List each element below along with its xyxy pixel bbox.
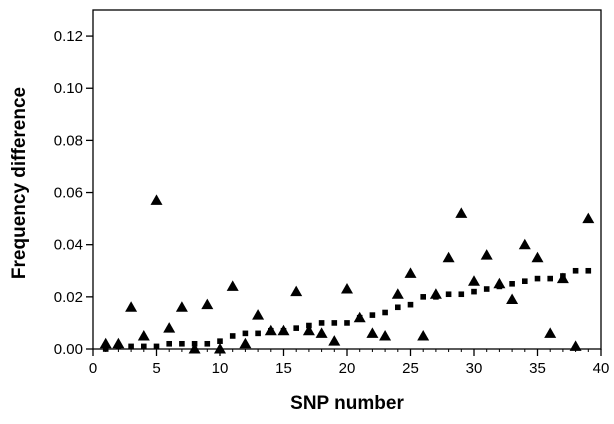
data-point-triangle [112,337,125,349]
data-point-triangle [99,337,112,349]
trend-point [229,333,236,339]
data-point-triangle [417,329,430,341]
data-point-triangle [518,238,531,250]
data-point-triangle [264,324,277,336]
data-point-triangle [582,212,595,224]
trend-point [331,320,338,326]
y-tick-label: 0.04 [54,237,83,254]
y-tick-label: 0.06 [54,185,83,202]
data-point-triangle [315,327,328,338]
data-point-triangle [150,194,163,205]
trend-point [141,343,147,350]
trend-point [547,275,553,282]
y-axis-title: Frequency difference [9,87,30,279]
x-tick-label: 30 [466,360,483,377]
data-point-triangle [125,301,138,312]
trend-point [242,330,249,337]
data-point-triangle [493,277,506,289]
data-point-triangle [391,288,404,299]
data-point-triangle [353,311,366,323]
y-tick-label: 0.00 [54,341,83,358]
data-point-triangle [226,280,239,291]
trend-point [420,294,426,300]
data-point-triangle [379,329,392,341]
y-tick-label: 0.02 [54,289,83,306]
data-point-triangle [468,275,480,286]
data-point-triangle [556,272,569,284]
data-point-triangle [544,327,557,338]
data-point-triangle [175,301,188,312]
trend-point [534,275,541,282]
y-tick-label: 0.12 [54,28,83,45]
trend-point [483,286,490,292]
y-axis: 0.00 0.02 0.04 0.06 0.08 0.10 0.12 [54,28,93,358]
x-tick-label: 25 [402,360,419,377]
data-point-triangle [569,340,582,351]
data-point-triangle [455,207,468,218]
trend-point [318,320,325,326]
data-point-triangle [404,267,417,278]
trend-point [179,340,185,347]
trend-point [445,291,452,298]
data-point-triangle [506,293,519,304]
data-point-triangle [442,251,455,263]
trend-point [344,320,350,326]
plot-frame [92,9,602,350]
x-tick-label: 5 [152,360,160,377]
data-point-triangle [429,288,442,299]
data-point-triangle [214,343,226,354]
trend-point [204,340,211,347]
x-tick-label: 10 [212,360,229,377]
data-point-triangle [341,283,353,294]
data-point-triangle [531,251,544,263]
data-point-triangle [277,324,290,336]
trend-point [572,267,579,274]
x-axis-title: SNP number [290,393,404,414]
data-point-triangle [366,327,379,338]
x-tick-label: 20 [339,360,356,377]
x-tick-label: 35 [529,360,546,377]
point-series [99,194,595,354]
y-tick-label: 0.10 [54,80,83,97]
trend-point [458,291,465,298]
trend-point [166,340,172,347]
trend-point [522,278,528,284]
x-axis: 0 5 10 15 20 25 30 35 40 [89,349,610,377]
data-point-triangle [163,322,176,333]
x-tick-label: 15 [275,360,292,377]
trend-point [217,338,223,344]
data-point-triangle [480,249,493,260]
plot-border [92,9,602,350]
trend-point [585,267,592,274]
y-tick-label: 0.08 [54,132,83,149]
data-point-triangle [290,285,303,297]
x-tick-label: 40 [593,360,610,377]
trend-point [153,343,160,350]
trend-point [471,288,477,295]
trend-point [395,304,401,311]
trend-point [128,343,134,350]
trend-point [102,346,109,352]
trend-point [382,309,388,316]
trend-point [369,312,376,318]
trend-series [102,267,592,352]
data-point-triangle [137,329,150,341]
data-point-triangle [201,298,214,310]
data-point-triangle [328,335,341,346]
data-point-triangle [302,324,315,336]
trend-point [407,301,414,308]
x-tick-label: 0 [89,360,97,377]
data-point-triangle [252,309,265,320]
trend-point [255,330,261,337]
trend-point [509,281,515,287]
data-point-triangle [239,337,252,349]
data-point-triangle [188,343,201,354]
trend-point [293,325,299,331]
